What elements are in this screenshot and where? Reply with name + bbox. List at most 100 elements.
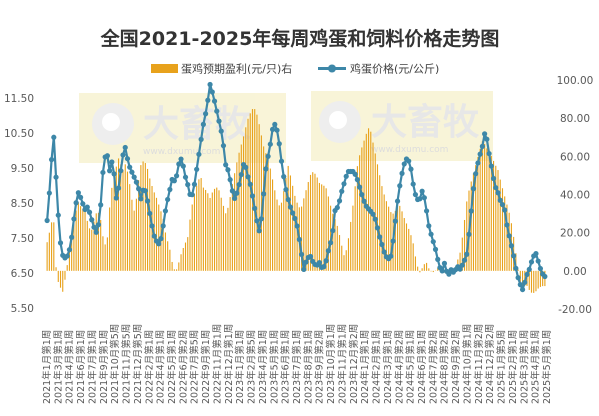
watermark-url: www.dxumu.com xyxy=(371,145,448,155)
egg-price-point xyxy=(411,181,416,186)
egg-price-point xyxy=(308,254,313,259)
x-tick-label: 2024年9月第2周 xyxy=(450,330,462,404)
profit-bar xyxy=(323,186,324,271)
egg-price-point xyxy=(76,190,81,195)
profit-bar xyxy=(401,211,402,270)
x-tick-label: 2024年1月第1周 xyxy=(359,330,371,404)
x-tick-label: 2024年11月第2周 xyxy=(473,324,485,404)
profit-bar xyxy=(368,128,369,271)
egg-price-point xyxy=(219,129,224,134)
egg-price-point xyxy=(248,182,253,187)
egg-price-point xyxy=(149,223,154,228)
egg-price-point xyxy=(239,172,244,177)
egg-price-point xyxy=(426,223,431,228)
x-tick-label: 2023年6月第1周 xyxy=(280,330,292,404)
profit-bar xyxy=(372,143,373,271)
egg-price-point xyxy=(127,165,132,170)
egg-price-point xyxy=(51,135,56,140)
profit-bar xyxy=(167,241,168,271)
profit-bar xyxy=(350,222,351,271)
profit-bar xyxy=(535,271,536,291)
profit-bar xyxy=(292,186,293,271)
x-tick-label: 2022年6月第2周 xyxy=(177,330,189,404)
profit-bar xyxy=(283,191,284,271)
egg-price-point xyxy=(339,189,344,194)
profit-bar xyxy=(375,153,376,270)
egg-price-point xyxy=(511,253,516,258)
profit-bar xyxy=(533,271,534,293)
x-tick-label: 2022年7月第5周 xyxy=(189,330,201,404)
egg-price-point xyxy=(192,182,197,187)
profit-bar xyxy=(294,196,295,271)
egg-price-point xyxy=(440,268,445,273)
egg-price-point xyxy=(152,233,157,238)
chart-title: 全国2021-2025年每周鸡蛋和饲料价格走势图 xyxy=(100,27,500,50)
profit-bar xyxy=(230,197,231,271)
egg-price-point xyxy=(176,161,181,166)
left-tick-label: 7.50 xyxy=(11,233,34,245)
profit-bar xyxy=(165,232,166,270)
egg-price-point xyxy=(538,266,543,271)
egg-price-point xyxy=(234,191,239,196)
egg-price-point xyxy=(408,167,413,172)
egg-price-point xyxy=(125,156,130,161)
egg-price-point xyxy=(536,258,541,263)
profit-bar xyxy=(424,264,425,271)
egg-price-point xyxy=(522,280,527,285)
profit-bar xyxy=(60,271,61,288)
egg-price-point xyxy=(47,190,52,195)
profit-bar xyxy=(145,163,146,271)
left-tick-label: 8.50 xyxy=(11,198,34,210)
profit-bar xyxy=(281,203,282,271)
profit-bar xyxy=(417,267,418,271)
egg-price-point xyxy=(301,267,306,272)
profit-bar xyxy=(379,175,380,271)
egg-price-point xyxy=(406,158,411,163)
egg-price-point xyxy=(118,168,123,173)
x-tick-label: 2021年9月第1周 xyxy=(98,330,110,404)
profit-bar xyxy=(214,189,215,271)
egg-price-point xyxy=(178,156,183,161)
profit-bar xyxy=(480,149,481,271)
profit-bar xyxy=(196,186,197,271)
egg-price-point xyxy=(74,200,79,205)
egg-price-point xyxy=(391,238,396,243)
profit-bar xyxy=(134,211,135,271)
profit-bar xyxy=(428,268,429,270)
profit-bar xyxy=(370,132,371,271)
profit-bar xyxy=(180,254,181,271)
profit-bar xyxy=(497,170,498,271)
egg-price-point xyxy=(105,153,110,158)
profit-bar xyxy=(62,271,63,292)
egg-price-point xyxy=(335,205,340,210)
profit-bar xyxy=(408,229,409,271)
profit-bar xyxy=(96,213,97,270)
right-tick-label: 0.00 xyxy=(563,266,586,278)
egg-price-point xyxy=(259,216,264,221)
profit-bar xyxy=(47,242,48,271)
watermark-url: www.dxumu.com xyxy=(143,147,220,157)
egg-price-point xyxy=(111,171,116,176)
right-tick-label: 80.00 xyxy=(560,113,590,125)
left-tick-label: 11.50 xyxy=(4,93,34,105)
egg-price-point xyxy=(98,202,103,207)
egg-price-point xyxy=(277,141,282,146)
watermark-logo-icon-inner xyxy=(329,111,347,129)
profit-bar xyxy=(127,172,128,271)
x-tick-label: 2024年10月第1周 xyxy=(461,324,473,404)
egg-price-point xyxy=(228,177,233,182)
profit-bar xyxy=(125,164,126,271)
x-tick-label: 2023年4月第1周 xyxy=(257,330,269,404)
egg-price-point xyxy=(69,235,74,240)
x-tick-label: 2021年10月第5周 xyxy=(109,324,121,404)
egg-price-point xyxy=(424,208,429,213)
profit-bar xyxy=(236,162,237,270)
egg-price-point xyxy=(357,185,362,190)
left-tick-label: 5.50 xyxy=(11,303,34,315)
egg-price-point xyxy=(493,185,498,190)
x-tick-label: 2024年8月第2周 xyxy=(439,330,451,404)
profit-bar xyxy=(131,200,132,271)
profit-bar xyxy=(221,198,222,271)
